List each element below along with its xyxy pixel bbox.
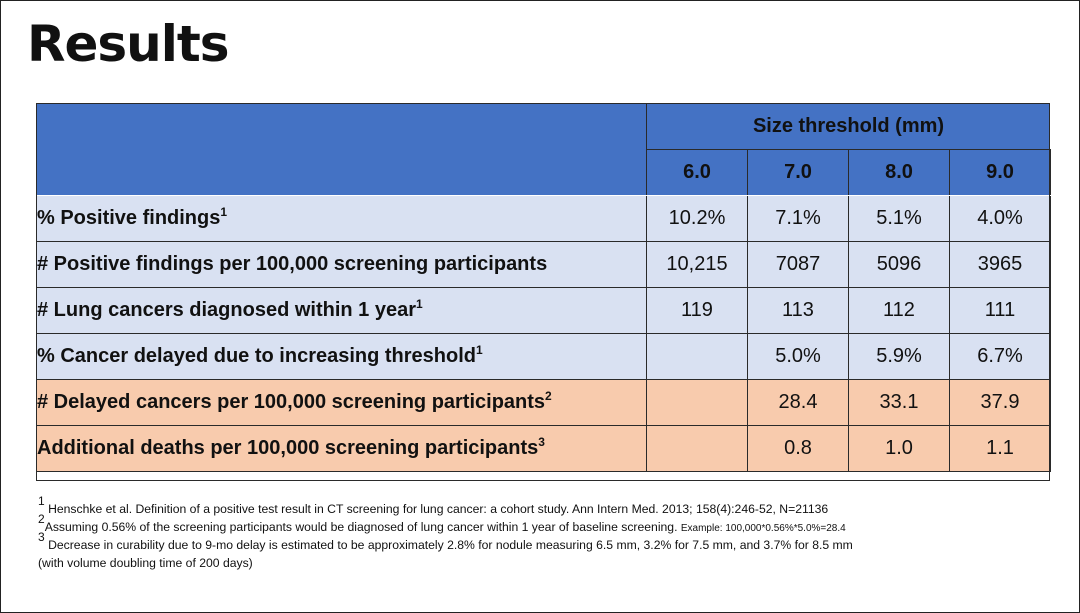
- table-cell: 6.7%: [948, 333, 1052, 380]
- table-row: % Cancer delayed due to increasing thres…: [36, 333, 1052, 380]
- row-label-text: # Lung cancers diagnosed within 1 year: [37, 299, 416, 321]
- row-label-footnote-marker: 1: [220, 205, 228, 219]
- row-label-text: Additional deaths per 100,000 screening …: [37, 437, 539, 459]
- row-label-footnote-marker: 1: [416, 297, 423, 311]
- table-cell: [646, 425, 748, 472]
- row-label-text: % Positive findings: [37, 207, 221, 229]
- footnotes: 1 Henschke et al. Definition of a positi…: [38, 495, 1058, 572]
- table-cell: [646, 333, 748, 380]
- footnote-2-example: Example: 100,000*0.56%*5.0%=28.4: [680, 522, 846, 534]
- table-cell: 28.4: [747, 379, 849, 426]
- footnote-1-text: Henschke et al. Definition of a positive…: [48, 502, 829, 516]
- table-cell: 4.0%: [948, 195, 1052, 242]
- threshold-header-3: 9.0: [948, 149, 1052, 196]
- row-label: # Lung cancers diagnosed within 1 year1: [36, 287, 647, 334]
- table-cell: 5.1%: [848, 195, 950, 242]
- header-empty-cell: [36, 103, 647, 196]
- row-label: % Positive findings1: [36, 195, 647, 242]
- table-cell: 119: [646, 287, 748, 334]
- footnote-2-text: Assuming 0.56% of the screening particip…: [44, 519, 678, 534]
- table-cell: 5.0%: [747, 333, 849, 380]
- footnote-3-text: Decrease in curability due to 9-mo delay…: [48, 538, 853, 552]
- table-cell: 7.1%: [747, 195, 849, 242]
- row-label: Additional deaths per 100,000 screening …: [36, 425, 647, 472]
- row-label: # Positive findings per 100,000 screenin…: [36, 241, 647, 288]
- table-cell: 7087: [747, 241, 849, 288]
- threshold-header-0: 6.0: [646, 149, 748, 196]
- table-cell: 3965: [948, 241, 1052, 288]
- table-cell: 111: [948, 287, 1052, 334]
- row-label-footnote-marker: 2: [545, 389, 552, 403]
- footnote-3: 3 Decrease in curability due to 9-mo del…: [38, 531, 1058, 555]
- table-cell: 5096: [848, 241, 950, 288]
- row-label-text: % Cancer delayed due to increasing thres…: [37, 345, 477, 367]
- table-cell: 10,215: [646, 241, 748, 288]
- size-threshold-header: Size threshold (mm): [645, 103, 1052, 150]
- row-label: % Cancer delayed due to increasing thres…: [36, 333, 647, 380]
- threshold-header-2: 8.0: [848, 149, 950, 196]
- table-cell: 1.1: [948, 425, 1052, 472]
- table-row: # Delayed cancers per 100,000 screening …: [36, 379, 1052, 426]
- table-cell: 1.0: [848, 425, 950, 472]
- footnote-3-continued: (with volume doubling time of 200 days): [38, 555, 253, 570]
- table-cell: 0.8: [747, 425, 849, 472]
- table-cell: 5.9%: [848, 333, 950, 380]
- table-row: # Lung cancers diagnosed within 1 year1 1…: [36, 287, 1052, 334]
- footnote-2: 2Assuming 0.56% of the screening partici…: [38, 513, 1058, 538]
- table-cell: 10.2%: [646, 195, 748, 242]
- row-label-text: # Positive findings per 100,000 screenin…: [37, 253, 548, 275]
- results-table: Size threshold (mm) 6.0 7.0 8.0 9.0 % Posit…: [36, 103, 1052, 472]
- table-cell: 37.9: [948, 379, 1052, 426]
- footnote-2-marker: 2: [38, 511, 45, 526]
- table-cell: 112: [848, 287, 950, 334]
- table-cell: 113: [747, 287, 849, 334]
- row-label-text: # Delayed cancers per 100,000 screening …: [37, 391, 546, 413]
- footnote-3-marker: 3: [38, 530, 45, 544]
- footnote-1-marker: 1: [38, 494, 45, 508]
- table-row: % Positive findings1 10.2% 7.1% 5.1% 4.0%: [36, 195, 1052, 242]
- row-label-footnote-marker: 3: [538, 435, 545, 449]
- table-row: Additional deaths per 100,000 screening …: [36, 425, 1052, 472]
- threshold-header-1: 7.0: [747, 149, 849, 196]
- table-cell: 33.1: [848, 379, 950, 426]
- row-label-footnote-marker: 1: [476, 343, 483, 357]
- footnote-1: 1 Henschke et al. Definition of a positi…: [38, 495, 1058, 519]
- table-row: # Positive findings per 100,000 screenin…: [36, 241, 1052, 288]
- page-title: Results: [27, 15, 230, 73]
- table-cell: [646, 379, 748, 426]
- row-label: # Delayed cancers per 100,000 screening …: [36, 379, 647, 426]
